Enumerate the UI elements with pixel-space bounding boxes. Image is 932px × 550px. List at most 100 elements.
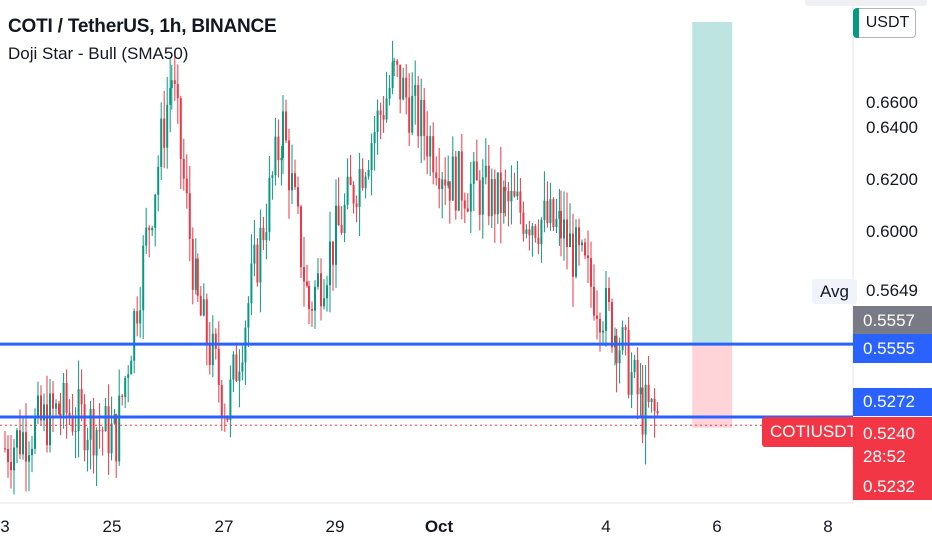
candle-body	[549, 199, 552, 224]
candle	[317, 258, 319, 290]
candle	[235, 342, 238, 382]
candle	[205, 293, 208, 366]
candle	[92, 397, 95, 474]
candle	[329, 211, 331, 313]
candle	[217, 321, 220, 403]
price-axis-top-label	[805, 0, 927, 6]
candle	[572, 213, 574, 307]
candle	[130, 355, 133, 375]
candle-body	[560, 210, 562, 239]
candle-body	[314, 286, 316, 311]
candle-body	[59, 413, 62, 416]
candle	[77, 360, 80, 458]
candle	[220, 379, 223, 431]
candle	[282, 95, 284, 175]
candle-body	[220, 384, 223, 416]
candle	[379, 102, 382, 140]
candle	[179, 95, 182, 189]
candle	[46, 375, 48, 453]
candle-body	[142, 245, 145, 311]
candle	[352, 181, 355, 214]
candle	[560, 190, 562, 257]
candle-body	[650, 398, 653, 402]
candle	[385, 71, 388, 123]
candle-body	[202, 299, 205, 316]
candle-body	[525, 229, 528, 234]
candle-body	[340, 225, 343, 233]
candle	[481, 159, 484, 239]
candle-body	[346, 176, 349, 205]
candle-body	[4, 448, 6, 450]
candle-body	[469, 183, 472, 212]
candle-body	[513, 191, 516, 197]
candle-body	[151, 227, 154, 231]
candle-body	[636, 359, 639, 395]
candle	[22, 417, 24, 460]
date-tick: 4	[601, 517, 611, 536]
candle-body	[191, 238, 194, 290]
candle-body	[352, 184, 355, 204]
candle-body	[490, 179, 493, 217]
candle	[303, 236, 305, 307]
candle	[250, 234, 253, 316]
candle	[364, 171, 367, 199]
candle	[630, 352, 633, 409]
candle	[641, 364, 644, 444]
candle-body	[121, 395, 124, 397]
candle-body	[77, 389, 80, 431]
candle	[68, 399, 71, 426]
candle-body	[516, 191, 519, 197]
candle	[10, 434, 12, 489]
candle-body	[367, 170, 370, 177]
candle-body	[83, 404, 86, 451]
candle-body	[528, 229, 531, 236]
candle	[417, 75, 420, 149]
candle	[519, 177, 522, 225]
indicator-name[interactable]: Doji Star - Bull (SMA50)	[8, 44, 189, 63]
candle-body	[393, 60, 396, 63]
candle	[596, 290, 598, 340]
candle	[340, 206, 343, 235]
candle	[563, 191, 565, 261]
candle	[391, 40, 394, 95]
candle-body	[294, 173, 296, 188]
date-tick: 29	[325, 517, 345, 536]
candle	[414, 60, 417, 125]
candle-body	[647, 384, 650, 402]
candle	[496, 172, 499, 225]
candle-body	[633, 359, 636, 373]
candle	[566, 192, 568, 270]
candle-body	[107, 406, 110, 454]
candle	[624, 324, 627, 356]
candle	[448, 181, 451, 224]
candle	[361, 158, 364, 191]
candle-body	[205, 299, 208, 345]
candle	[621, 320, 624, 355]
candle	[435, 156, 438, 186]
currency-button[interactable]: USDT	[853, 8, 916, 38]
candle-body	[291, 173, 293, 191]
candle	[194, 238, 197, 295]
candle	[326, 275, 328, 312]
candle	[166, 76, 169, 169]
candle-body	[575, 227, 577, 277]
price-tick: 0.6400	[866, 118, 918, 137]
candle-body	[457, 151, 460, 211]
candle-body	[288, 140, 290, 191]
candle-body	[379, 110, 382, 115]
candle	[460, 133, 463, 220]
candle	[653, 388, 656, 438]
candle-body	[217, 348, 220, 385]
candle-body	[454, 156, 457, 211]
candle	[80, 369, 83, 422]
candle-body	[534, 226, 537, 238]
candle	[244, 320, 247, 386]
candle-body	[466, 208, 469, 212]
candle	[633, 354, 636, 378]
candle-body	[241, 362, 244, 372]
candle-body	[481, 177, 484, 215]
candle-body	[34, 416, 36, 449]
candle	[280, 145, 283, 186]
candle	[306, 264, 308, 288]
